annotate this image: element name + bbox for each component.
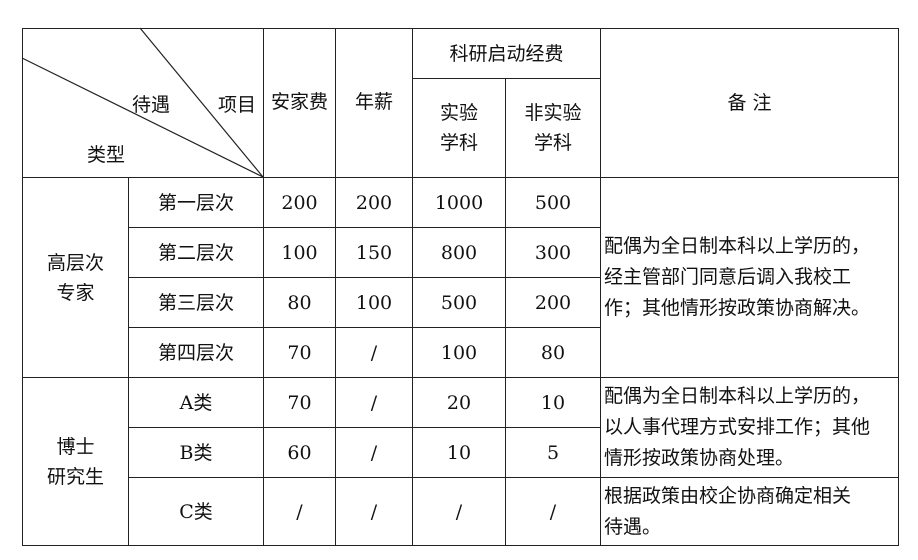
cell-nonexp: 5	[505, 427, 601, 478]
cell-level: B类	[128, 427, 264, 478]
cell-level: 第二层次	[128, 227, 264, 278]
cell-exp: 1000	[412, 177, 506, 228]
header-notes: 备 注	[600, 28, 899, 178]
group-phd-line1: 博士	[56, 435, 95, 458]
cell-nonexp: 500	[505, 177, 601, 228]
cell-salary: /	[335, 427, 413, 478]
cell-exp: 100	[412, 327, 506, 378]
cell-settle: 80	[263, 277, 336, 328]
note-line: 经主管部门同意后调入我校工	[604, 266, 852, 288]
note-line: 配偶为全日制本科以上学历的，	[604, 235, 871, 257]
cell-nonexp: 10	[505, 377, 601, 428]
cell-exp: 800	[412, 227, 506, 278]
cell-settle: /	[263, 477, 336, 546]
corner-item-label: 项目	[218, 94, 257, 116]
cell-level: A类	[128, 377, 264, 428]
cell-nonexp: /	[505, 477, 601, 546]
header-settle-fee: 安家费	[263, 28, 336, 178]
cell-settle: 200	[263, 177, 336, 228]
cell-settle: 60	[263, 427, 336, 478]
note-line: 以人事代理方式安排工作；其他	[604, 416, 871, 438]
corner-type-label: 类型	[87, 144, 126, 166]
corner-treatment-label: 待遇	[132, 94, 171, 116]
note-line: 作；其他情形按政策协商解决。	[604, 297, 871, 319]
cell-level: 第一层次	[128, 177, 264, 228]
cell-salary: /	[335, 477, 413, 546]
header-nonexp-line1: 非实验	[524, 102, 582, 124]
header-nonexp-subject: 非实验 学科	[505, 78, 601, 178]
cell-salary: 150	[335, 227, 413, 278]
header-exp-line1: 实验	[439, 102, 478, 124]
note-expert: 配偶为全日制本科以上学历的， 经主管部门同意后调入我校工 作；其他情形按政策协商…	[600, 177, 899, 378]
cell-nonexp: 200	[505, 277, 601, 328]
header-exp-subject: 实验 学科	[412, 78, 506, 178]
cell-salary: /	[335, 377, 413, 428]
header-research-funds: 科研启动经费	[412, 28, 601, 79]
cell-salary: 100	[335, 277, 413, 328]
note-line: 情形按政策协商处理。	[604, 447, 795, 469]
header-exp-line2: 学科	[439, 132, 478, 154]
note-line: 待遇。	[604, 515, 662, 538]
cell-exp: 10	[412, 427, 506, 478]
cell-nonexp: 300	[505, 227, 601, 278]
note-phd-ab: 配偶为全日制本科以上学历的， 以人事代理方式安排工作；其他 情形按政策协商处理。	[600, 377, 899, 478]
cell-level: 第三层次	[128, 277, 264, 328]
group-expert-line2: 专家	[56, 281, 95, 304]
group-expert: 高层次 专家	[22, 177, 129, 378]
cell-settle: 70	[263, 327, 336, 378]
cell-exp: 500	[412, 277, 506, 328]
cell-settle: 70	[263, 377, 336, 428]
cell-exp: /	[412, 477, 506, 546]
note-line: 配偶为全日制本科以上学历的，	[604, 385, 871, 407]
cell-exp: 20	[412, 377, 506, 428]
group-phd-line2: 研究生	[46, 465, 104, 488]
cell-level: C类	[128, 477, 264, 546]
cell-salary: /	[335, 327, 413, 378]
header-nonexp-line2: 学科	[533, 132, 572, 154]
cell-salary: 200	[335, 177, 413, 228]
note-line: 根据政策由校企协商确定相关	[604, 484, 852, 507]
group-expert-line1: 高层次	[46, 251, 104, 274]
header-salary: 年薪	[335, 28, 413, 178]
group-phd: 博士 研究生	[22, 377, 129, 546]
cell-nonexp: 80	[505, 327, 601, 378]
cell-level: 第四层次	[128, 327, 264, 378]
note-phd-c: 根据政策由校企协商确定相关 待遇。	[600, 477, 899, 546]
cell-settle: 100	[263, 227, 336, 278]
